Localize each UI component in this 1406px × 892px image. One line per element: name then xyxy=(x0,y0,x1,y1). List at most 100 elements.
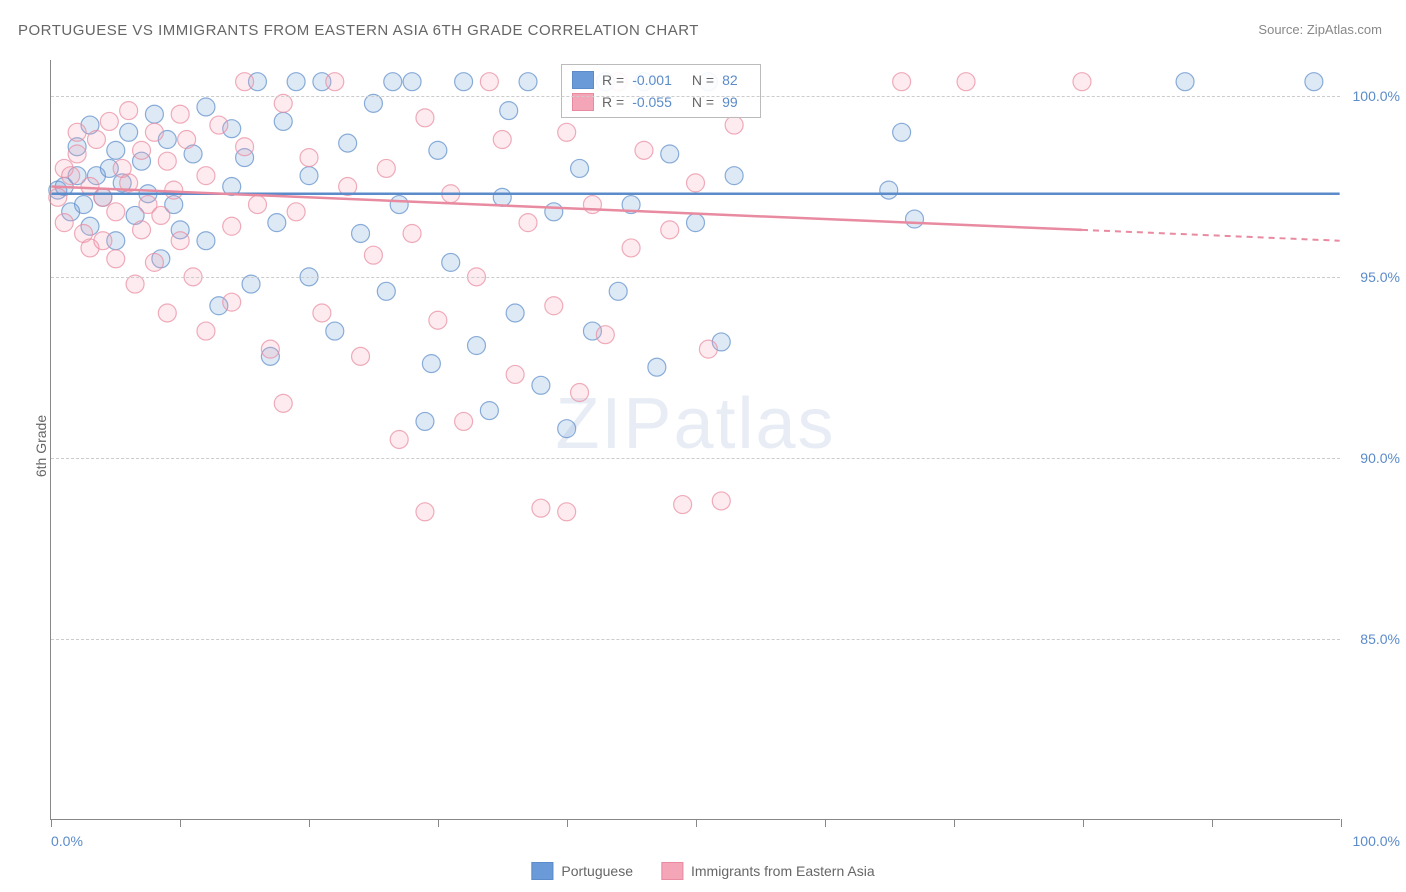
bottom-legend: Portuguese Immigrants from Eastern Asia xyxy=(531,862,874,880)
stats-box: R = -0.001 N = 82 R = -0.055 N = 99 xyxy=(561,64,761,118)
scatter-point xyxy=(687,214,705,232)
scatter-point xyxy=(455,73,473,91)
scatter-point xyxy=(197,98,215,116)
scatter-point xyxy=(49,188,67,206)
scatter-point xyxy=(506,304,524,322)
scatter-point xyxy=(287,203,305,221)
y-axis-label: 6th Grade xyxy=(33,415,49,477)
scatter-point xyxy=(68,145,86,163)
scatter-point xyxy=(506,365,524,383)
scatter-point xyxy=(145,105,163,123)
scatter-point xyxy=(248,196,266,214)
legend-item-1: Portuguese xyxy=(531,862,633,880)
scatter-point xyxy=(107,203,125,221)
source-credit: Source: ZipAtlas.com xyxy=(1258,22,1382,37)
scatter-point xyxy=(377,159,395,177)
scatter-point xyxy=(236,73,254,91)
scatter-point xyxy=(583,196,601,214)
source-label: Source: xyxy=(1258,22,1303,37)
scatter-point xyxy=(571,159,589,177)
scatter-point xyxy=(352,347,370,365)
scatter-point xyxy=(377,282,395,300)
x-tick-label-max: 100.0% xyxy=(1353,833,1400,849)
x-tick xyxy=(825,819,826,827)
scatter-point xyxy=(480,402,498,420)
gridline xyxy=(51,96,1340,97)
scatter-point xyxy=(957,73,975,91)
stats-r-val-1: -0.001 xyxy=(632,72,672,88)
legend-label-1: Portuguese xyxy=(561,863,633,879)
scatter-point xyxy=(519,73,537,91)
scatter-point xyxy=(893,73,911,91)
scatter-point xyxy=(94,232,112,250)
scatter-point xyxy=(120,102,138,120)
scatter-point xyxy=(178,131,196,149)
scatter-point xyxy=(158,304,176,322)
legend-swatch-1 xyxy=(531,862,553,880)
y-tick-label: 95.0% xyxy=(1360,269,1400,285)
scatter-point xyxy=(493,188,511,206)
scatter-point xyxy=(152,206,170,224)
scatter-point xyxy=(133,141,151,159)
scatter-point xyxy=(75,196,93,214)
scatter-point xyxy=(158,152,176,170)
scatter-point xyxy=(300,167,318,185)
scatter-point xyxy=(68,123,86,141)
x-tick xyxy=(180,819,181,827)
x-tick xyxy=(567,819,568,827)
scatter-point xyxy=(480,73,498,91)
scatter-point xyxy=(493,131,511,149)
scatter-point xyxy=(300,149,318,167)
x-tick-label-min: 0.0% xyxy=(51,833,83,849)
scatter-point xyxy=(165,181,183,199)
x-tick xyxy=(696,819,697,827)
scatter-point xyxy=(416,503,434,521)
scatter-point xyxy=(558,503,576,521)
scatter-point xyxy=(648,358,666,376)
scatter-point xyxy=(197,322,215,340)
scatter-point xyxy=(120,123,138,141)
scatter-point xyxy=(171,232,189,250)
scatter-point xyxy=(416,109,434,127)
scatter-point xyxy=(390,196,408,214)
y-tick-label: 85.0% xyxy=(1360,631,1400,647)
scatter-point xyxy=(571,384,589,402)
scatter-point xyxy=(674,496,692,514)
scatter-point xyxy=(133,221,151,239)
scatter-point xyxy=(429,311,447,329)
scatter-point xyxy=(62,167,80,185)
scatter-point xyxy=(416,412,434,430)
x-tick xyxy=(954,819,955,827)
scatter-point xyxy=(429,141,447,159)
scatter-point xyxy=(699,340,717,358)
scatter-point xyxy=(661,145,679,163)
stats-swatch-1 xyxy=(572,71,594,89)
scatter-point xyxy=(545,297,563,315)
scatter-point xyxy=(223,217,241,235)
chart-container: PORTUGUESE VS IMMIGRANTS FROM EASTERN AS… xyxy=(0,0,1406,892)
scatter-point xyxy=(1176,73,1194,91)
stats-r-label-1: R = xyxy=(602,72,624,88)
y-tick-label: 100.0% xyxy=(1353,88,1400,104)
x-tick xyxy=(1083,819,1084,827)
scatter-point xyxy=(313,304,331,322)
scatter-point xyxy=(403,73,421,91)
scatter-point xyxy=(223,293,241,311)
scatter-point xyxy=(197,232,215,250)
scatter-point xyxy=(725,167,743,185)
scatter-point xyxy=(558,420,576,438)
scatter-point xyxy=(635,141,653,159)
regression-line-dashed xyxy=(1082,230,1340,241)
scatter-point xyxy=(236,138,254,156)
scatter-point xyxy=(661,221,679,239)
scatter-point xyxy=(87,131,105,149)
scatter-point xyxy=(558,123,576,141)
scatter-point xyxy=(609,282,627,300)
scatter-point xyxy=(1305,73,1323,91)
scatter-point xyxy=(326,73,344,91)
gridline xyxy=(51,277,1340,278)
scatter-point xyxy=(197,167,215,185)
scatter-point xyxy=(687,174,705,192)
scatter-point xyxy=(107,141,125,159)
scatter-point xyxy=(274,112,292,130)
